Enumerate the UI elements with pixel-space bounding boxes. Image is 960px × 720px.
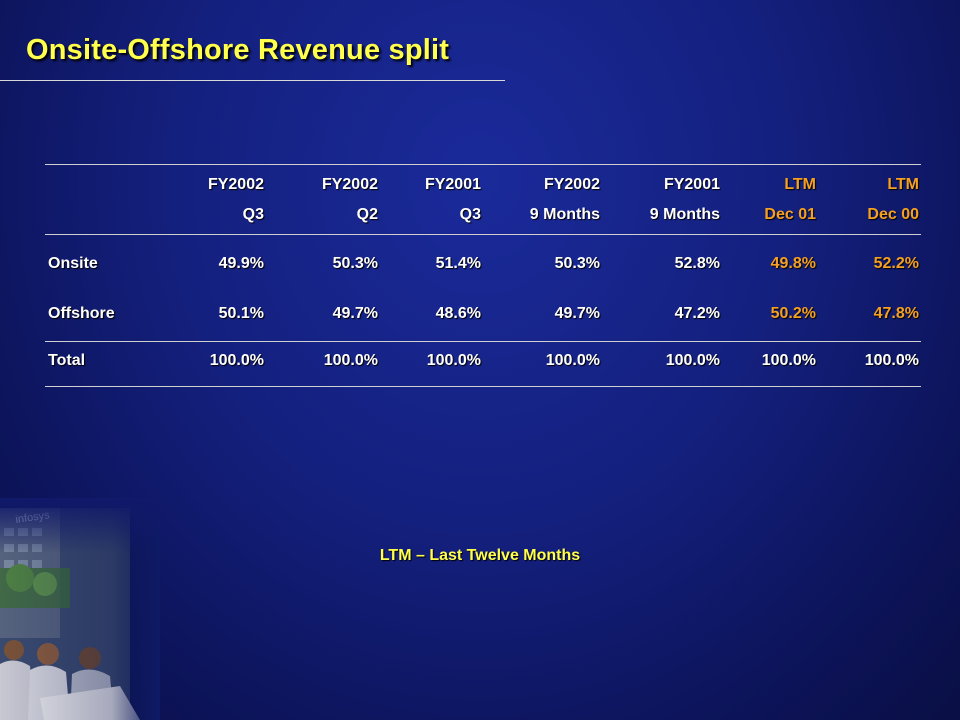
- table-cell: 48.6%: [435, 305, 481, 322]
- table-cell: 100.0%: [545, 352, 600, 369]
- footnote: LTM – Last Twelve Months: [379, 547, 581, 564]
- total-rule: [45, 341, 921, 342]
- column-header: FY2001: [663, 176, 720, 193]
- table-cell: 50.2%: [770, 305, 816, 322]
- header-rule: [45, 234, 921, 235]
- table-cell: 100.0%: [864, 352, 919, 369]
- column-header: Q3: [459, 206, 481, 223]
- column-header: FY2002: [543, 176, 600, 193]
- table-cell: 49.9%: [218, 255, 264, 272]
- table-cell: 50.3%: [554, 255, 600, 272]
- column-header: Q2: [356, 206, 378, 223]
- table-cell: 52.2%: [873, 255, 919, 272]
- table-cell: 100.0%: [323, 352, 378, 369]
- column-header: LTM: [784, 176, 816, 193]
- table-cell: 49.7%: [332, 305, 378, 322]
- table-cell: 100.0%: [665, 352, 720, 369]
- table-row: Onsite 49.9% 50.3% 51.4% 50.3% 52.8% 49.…: [45, 255, 921, 277]
- column-header: FY2002: [321, 176, 378, 193]
- slide-title: Onsite-Offshore Revenue split: [26, 34, 450, 66]
- table-cell: 49.8%: [770, 255, 816, 272]
- column-header: 9 Months: [529, 206, 600, 223]
- column-header: FY2002: [207, 176, 264, 193]
- title-underline: [0, 80, 505, 81]
- table-cell: 49.7%: [554, 305, 600, 322]
- table-cell: 50.1%: [218, 305, 264, 322]
- header-row-1: FY2002 FY2002 FY2001 FY2002 FY2001 LTM L…: [45, 176, 921, 198]
- column-header: LTM: [887, 176, 919, 193]
- column-header: 9 Months: [649, 206, 720, 223]
- table-cell: 100.0%: [426, 352, 481, 369]
- table-cell: 52.8%: [674, 255, 720, 272]
- office-photo: infosys: [0, 498, 160, 720]
- row-label: Onsite: [48, 255, 98, 272]
- table-cell: 100.0%: [209, 352, 264, 369]
- table-cell: 100.0%: [761, 352, 816, 369]
- table-cell: 51.4%: [435, 255, 481, 272]
- row-label: Total: [48, 352, 86, 369]
- table-row-total: Total 100.0% 100.0% 100.0% 100.0% 100.0%…: [45, 352, 921, 374]
- row-label: Offshore: [48, 305, 115, 322]
- column-header: Q3: [242, 206, 264, 223]
- table-row: Offshore 50.1% 49.7% 48.6% 49.7% 47.2% 5…: [45, 305, 921, 327]
- table-bottom-rule: [45, 386, 921, 387]
- table-cell: 47.8%: [873, 305, 919, 322]
- table-top-rule: [45, 164, 921, 165]
- column-header: Dec 01: [764, 206, 816, 223]
- column-header: Dec 00: [867, 206, 919, 223]
- header-row-2: Q3 Q2 Q3 9 Months 9 Months Dec 01 Dec 00: [45, 206, 921, 228]
- table-cell: 50.3%: [332, 255, 378, 272]
- column-header: FY2001: [424, 176, 481, 193]
- table-cell: 47.2%: [674, 305, 720, 322]
